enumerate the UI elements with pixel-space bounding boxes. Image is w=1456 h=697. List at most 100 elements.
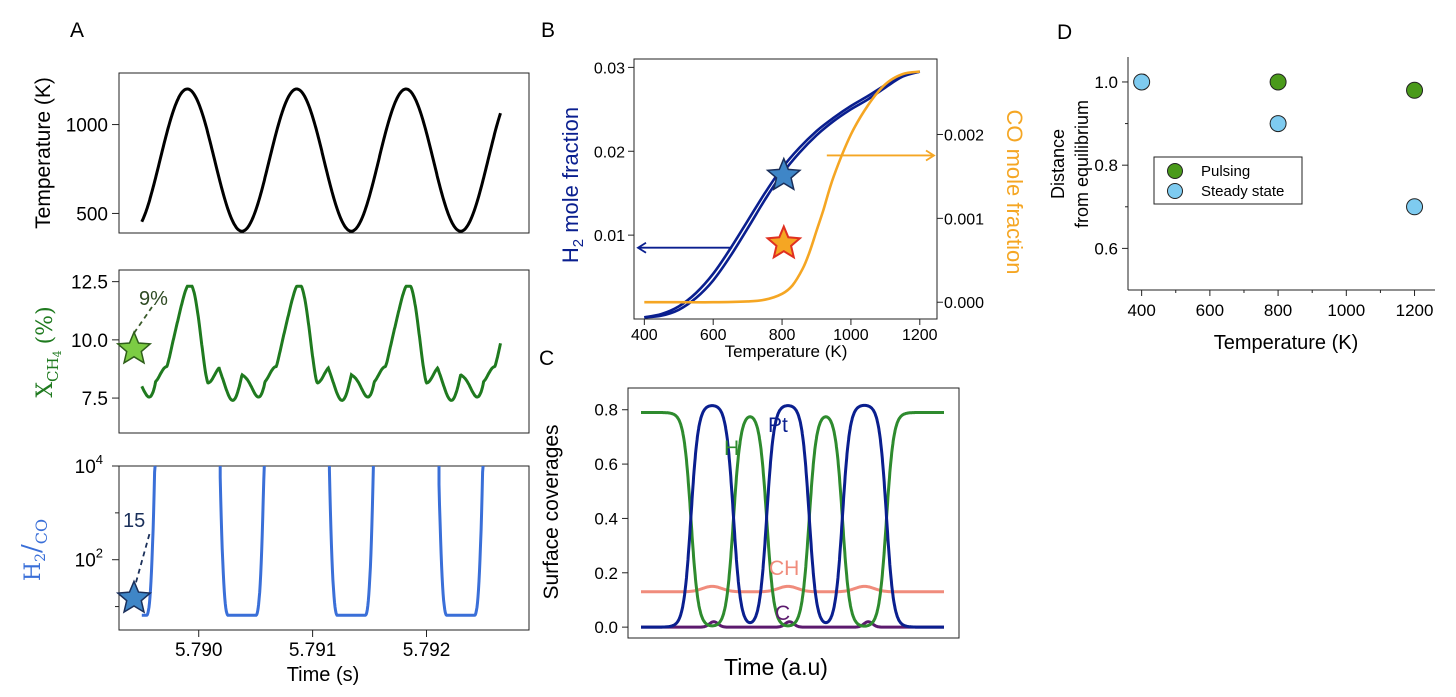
a1-yticks: 500 1000 xyxy=(66,116,119,225)
a3-ytick-label: 104 xyxy=(75,452,103,478)
panel-a: Temperature (K) 500 1000 XCH4 (%) 7.510.01… xyxy=(17,72,530,686)
panel-label-a: A xyxy=(70,19,84,42)
b-xtick-label: 600 xyxy=(700,327,727,344)
a1-ylabel: Temperature (K) xyxy=(32,77,55,229)
a-xlabel: Time (s) xyxy=(287,664,360,686)
panel-label-d: D xyxy=(1057,21,1072,44)
a3-annotation-label: 15 xyxy=(123,510,145,532)
a-xticks: 5.790 5.791 5.792 xyxy=(175,630,450,661)
d-point-pulsing xyxy=(1406,81,1424,99)
c-yticks: 0.0 0.2 0.4 0.6 0.8 xyxy=(594,401,628,637)
b-h2-line xyxy=(644,70,921,319)
b-right-ytick-label: 0.000 xyxy=(944,295,984,312)
b-left-label-base: H xyxy=(558,247,583,263)
a2-ylabel: XCH4 (%) xyxy=(33,306,64,397)
a2-ylabel-sub2: 4 xyxy=(51,350,64,357)
d-point-steady xyxy=(1133,73,1151,91)
b-right-label: CO mole fraction xyxy=(1002,109,1027,274)
b-left-label-sub: 2 xyxy=(570,239,587,247)
a2-frame xyxy=(118,269,530,434)
b-co-line xyxy=(644,70,920,304)
a3-ylabel-den: CO xyxy=(32,519,51,544)
b-left-label: H2 mole fraction xyxy=(558,107,587,263)
b-xtick-label: 1200 xyxy=(902,327,938,344)
a3-ytick-base: 10 xyxy=(75,551,96,572)
b-h2-return-line xyxy=(644,70,921,319)
panel-b: 400 600 800 1000 1200 0.01 0.02 0.03 0.000 0.001 0… xyxy=(558,58,1027,361)
b-arrow-right xyxy=(826,149,936,162)
d-legend-steady-marker xyxy=(1167,183,1183,199)
d-xtick-label: 1000 xyxy=(1327,301,1365,320)
c-pt-line xyxy=(641,403,944,629)
d-legend-pulsing-label: Pulsing xyxy=(1201,163,1250,180)
d-point-steady xyxy=(1269,115,1287,133)
a3-annotation-star xyxy=(115,579,153,614)
d-ticks: 400 600 800 1000 1200 0.6 0.8 1.0 xyxy=(1094,73,1433,320)
d-ytick-label: 0.8 xyxy=(1094,156,1118,175)
a3-ratio-line xyxy=(141,465,485,617)
a3-ylabel: H2/CO xyxy=(17,519,51,581)
d-ylabel-line1: Distance xyxy=(1048,129,1068,199)
d-legend-pulsing-marker xyxy=(1167,163,1183,179)
c-ytick-label: 0.2 xyxy=(594,564,618,583)
d-point-pulsing xyxy=(1269,73,1287,91)
b-left-ytick-label: 0.01 xyxy=(594,228,625,245)
panel-d: 400 600 800 1000 1200 0.6 0.8 1.0 Pulsing Stead… xyxy=(1048,57,1435,354)
c-ytick-label: 0.6 xyxy=(594,455,618,474)
b-xtick-label: 800 xyxy=(769,327,796,344)
d-xlabel: Temperature (K) xyxy=(1214,332,1359,354)
c-label-pt: Pt xyxy=(768,414,788,437)
c-ylabel: Surface coverages xyxy=(540,424,563,599)
a2-annotation-label: 9% xyxy=(139,288,168,310)
a3-frame xyxy=(118,465,530,631)
a-xtick-label: 5.791 xyxy=(289,640,337,661)
c-label-h: H xyxy=(724,437,739,460)
a2-ytick-label: 12.5 xyxy=(71,273,108,294)
a2-annotation-star xyxy=(115,330,153,365)
c-c-line xyxy=(641,620,944,629)
b-xtick-label: 400 xyxy=(631,327,658,344)
b-left-ytick-label: 0.03 xyxy=(594,60,625,77)
c-label-c: C xyxy=(775,602,790,625)
b-right-ytick-label: 0.001 xyxy=(944,211,984,228)
a3-yticks: 104 102 xyxy=(75,452,119,608)
a-xtick-label: 5.790 xyxy=(175,640,223,661)
d-ylabel-line2: from equilibrium xyxy=(1072,100,1092,228)
c-label-ch: CH xyxy=(769,557,799,580)
a1-frame xyxy=(118,72,530,234)
a2-yticks: 7.5 10.0 12.5 xyxy=(71,273,119,410)
c-ytick-label: 0.8 xyxy=(594,401,618,420)
a2-ylabel-unit: (%) xyxy=(33,306,58,344)
c-frame xyxy=(627,387,960,639)
b-frame xyxy=(633,58,938,320)
d-xtick-label: 600 xyxy=(1196,301,1224,320)
c-xlabel: Time (a.u) xyxy=(724,654,828,680)
b-xlabel: Temperature (K) xyxy=(725,342,848,361)
a3-ytick-label: 102 xyxy=(75,546,103,572)
a2-ylabel-sub: CH xyxy=(44,357,62,382)
a3-ylabel-num-sub: 2 xyxy=(33,553,49,562)
panel-label-c: C xyxy=(539,347,554,370)
panel-c: 0.0 0.2 0.4 0.6 0.8 H Pt CH C Surface covera… xyxy=(540,387,960,680)
a2-conversion-line xyxy=(140,284,502,402)
d-legend-steady-label: Steady state xyxy=(1201,183,1284,200)
d-ytick-label: 0.6 xyxy=(1094,239,1118,258)
d-xtick-label: 400 xyxy=(1127,301,1155,320)
a2-annotation-leader xyxy=(133,306,153,334)
a2-ylabel-base: X xyxy=(33,382,58,398)
a2-ytick-label: 7.5 xyxy=(82,389,108,410)
b-right-ytick-label: 0.002 xyxy=(944,127,984,144)
d-ytick-label: 1.0 xyxy=(1094,73,1118,92)
c-ytick-label: 0.4 xyxy=(594,509,618,528)
c-h-line xyxy=(641,411,944,628)
a-xtick-label: 5.792 xyxy=(403,640,451,661)
d-point-steady xyxy=(1406,198,1424,216)
b-ticks: 400 600 800 1000 1200 0.01 0.02 0.03 0.000 0.001 0… xyxy=(594,60,984,344)
a1-ytick-label: 1000 xyxy=(66,116,108,137)
a1-ytick-label: 500 xyxy=(76,204,108,225)
b-star-blue xyxy=(765,156,802,191)
b-left-ytick-label: 0.02 xyxy=(594,144,625,161)
a3-ylabel-num: H xyxy=(21,562,46,581)
d-xtick-label: 1200 xyxy=(1396,301,1434,320)
